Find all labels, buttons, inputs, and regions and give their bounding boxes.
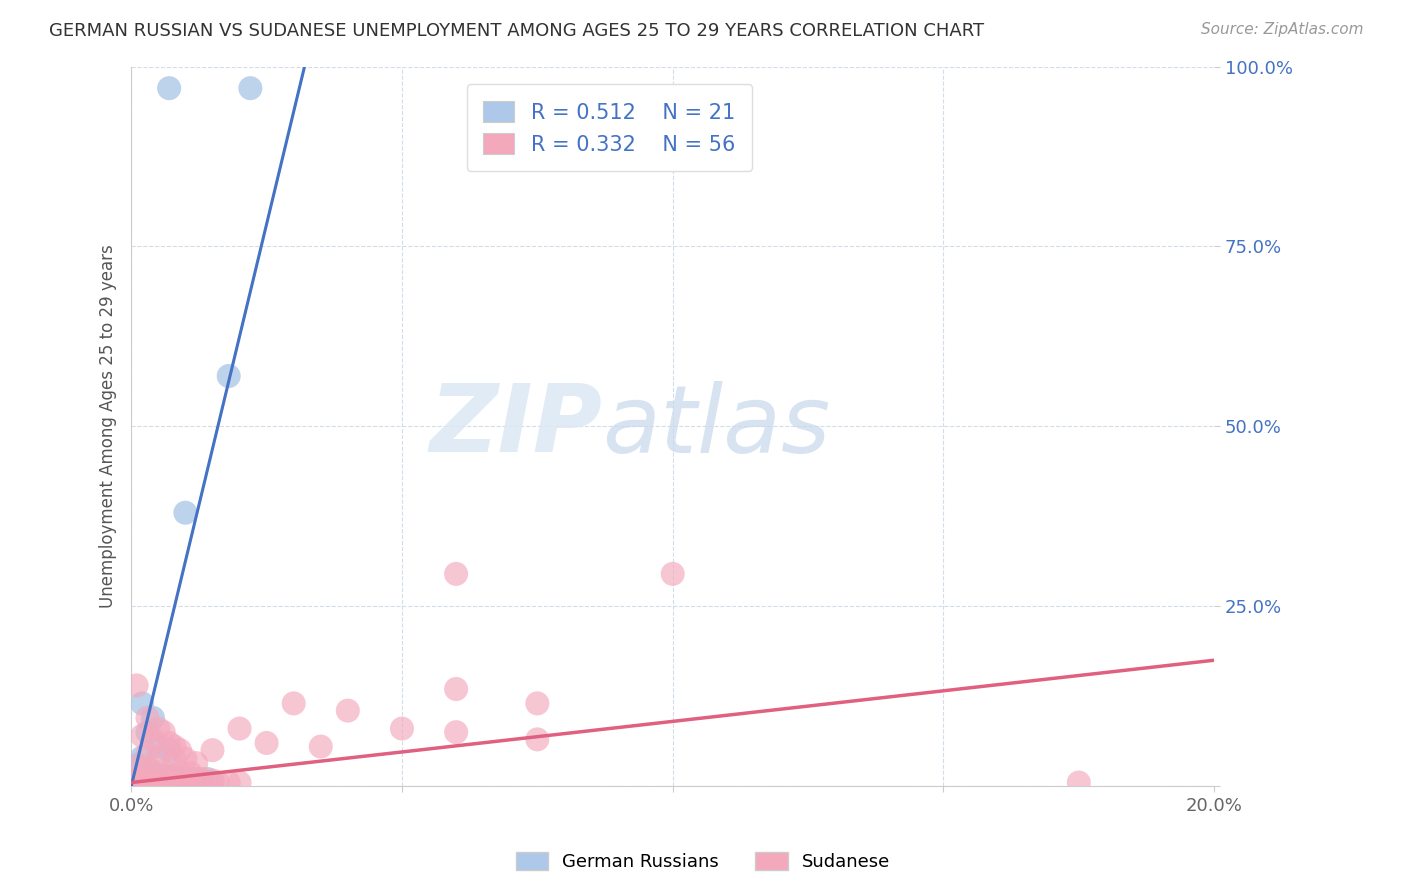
Point <box>1067 775 1090 789</box>
Point <box>174 775 197 789</box>
Point <box>228 722 250 736</box>
Point <box>169 743 191 757</box>
Point <box>186 756 208 771</box>
Point <box>228 775 250 789</box>
Point <box>131 729 153 743</box>
Point <box>142 770 165 784</box>
Point <box>152 764 174 778</box>
Point <box>148 750 170 764</box>
Point <box>136 711 159 725</box>
Point <box>526 732 548 747</box>
Point <box>444 566 467 581</box>
Point <box>152 775 174 789</box>
Point <box>444 725 467 739</box>
Point <box>148 775 170 789</box>
Point <box>309 739 332 754</box>
Point <box>218 369 240 384</box>
Text: GERMAN RUSSIAN VS SUDANESE UNEMPLOYMENT AMONG AGES 25 TO 29 YEARS CORRELATION CH: GERMAN RUSSIAN VS SUDANESE UNEMPLOYMENT … <box>49 22 984 40</box>
Point <box>207 775 229 789</box>
Point <box>131 697 153 711</box>
Point <box>201 775 224 789</box>
Point <box>125 775 148 789</box>
Point <box>174 752 197 766</box>
Point <box>136 774 159 789</box>
Point <box>218 775 240 789</box>
Point <box>444 681 467 696</box>
Point <box>163 754 186 768</box>
Point <box>201 773 224 788</box>
Point <box>336 704 359 718</box>
Point <box>131 750 153 764</box>
Point <box>163 739 186 754</box>
Point <box>157 775 180 789</box>
Point <box>190 775 212 789</box>
Point <box>136 725 159 739</box>
Point <box>136 747 159 761</box>
Point <box>169 772 191 786</box>
Legend: R = 0.512    N = 21, R = 0.332    N = 56: R = 0.512 N = 21, R = 0.332 N = 56 <box>467 84 752 171</box>
Point <box>256 736 278 750</box>
Point <box>180 775 202 789</box>
Point <box>526 697 548 711</box>
Text: atlas: atlas <box>602 381 831 472</box>
Point <box>201 743 224 757</box>
Point <box>148 739 170 754</box>
Point <box>174 775 197 789</box>
Point <box>163 775 186 789</box>
Point <box>125 774 148 789</box>
Point <box>157 81 180 95</box>
Point <box>391 722 413 736</box>
Point <box>157 771 180 785</box>
Point <box>190 772 212 786</box>
Point <box>142 775 165 789</box>
Point <box>148 722 170 736</box>
Point <box>131 775 153 789</box>
Point <box>125 759 148 773</box>
Point <box>283 697 305 711</box>
Point <box>125 775 148 789</box>
Point <box>157 743 180 757</box>
Point <box>157 736 180 750</box>
Point <box>142 764 165 779</box>
Point <box>661 566 683 581</box>
Legend: German Russians, Sudanese: German Russians, Sudanese <box>509 845 897 879</box>
Point <box>195 775 218 789</box>
Text: ZIP: ZIP <box>429 380 602 473</box>
Point <box>125 678 148 692</box>
Point <box>169 775 191 789</box>
Point <box>180 766 202 780</box>
Point <box>136 775 159 789</box>
Point <box>186 772 208 786</box>
Point <box>125 757 148 772</box>
Point <box>142 711 165 725</box>
Point <box>152 725 174 739</box>
Point <box>239 81 262 95</box>
Point <box>174 506 197 520</box>
Point <box>131 768 153 782</box>
Point <box>142 732 165 747</box>
Point <box>163 768 186 782</box>
Point <box>169 764 191 779</box>
Point <box>195 772 218 786</box>
Point <box>136 761 159 775</box>
Point <box>152 768 174 782</box>
Point <box>186 775 208 789</box>
Y-axis label: Unemployment Among Ages 25 to 29 years: Unemployment Among Ages 25 to 29 years <box>100 244 117 608</box>
Text: Source: ZipAtlas.com: Source: ZipAtlas.com <box>1201 22 1364 37</box>
